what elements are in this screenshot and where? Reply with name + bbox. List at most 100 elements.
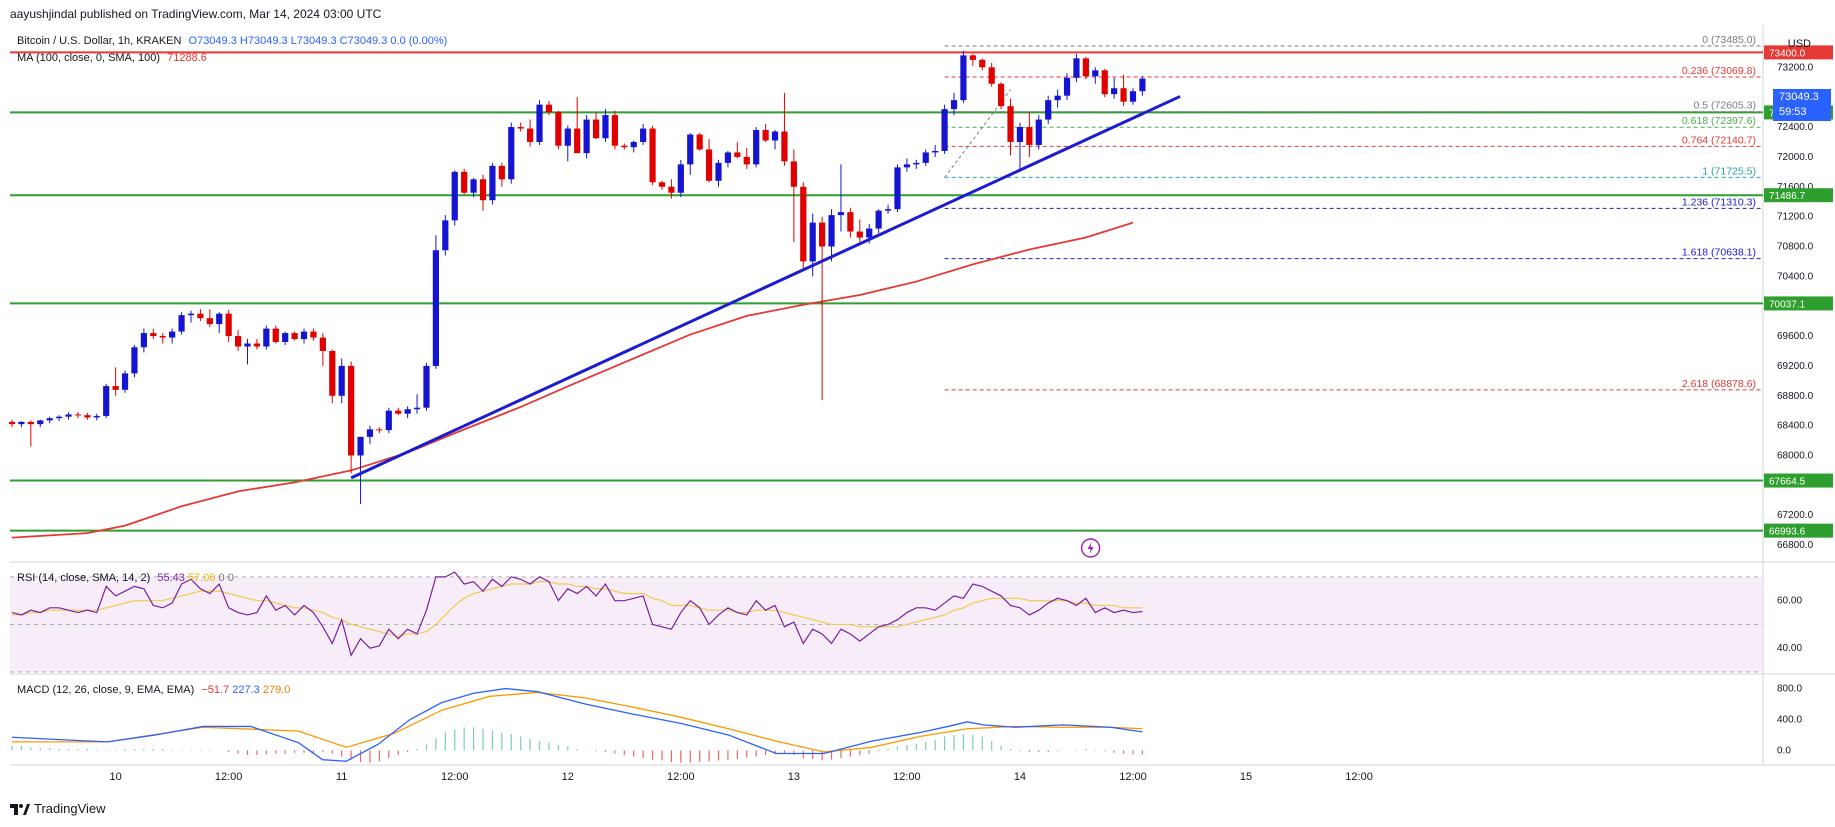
candle-up [536,104,543,142]
candle-up [1063,77,1071,96]
candle-down [319,337,326,351]
candle-down [74,414,82,416]
macd-legend[interactable]: MACD (12, 26, close, 9, EMA, EMA) −51.7 … [17,684,290,696]
candle-up [282,333,289,343]
time-tick-label: 15 [1240,771,1252,783]
rsi-tick-label: 60.00 [1777,596,1802,607]
candle-up [442,220,449,251]
symbol-legend[interactable]: Bitcoin / U.S. Dollar, 1h, KRAKEN O73049… [17,35,447,47]
macd-tick-label: 800.0 [1777,684,1802,695]
fib-level-label: 0.236 (73069.8) [1682,65,1756,77]
price-tick-label: 73200.0 [1777,62,1814,73]
candle-up [922,152,929,163]
candle-up [508,127,515,180]
candle-up [715,162,722,181]
candle-down [790,161,797,187]
candle-up [1073,58,1080,78]
time-tick-label: 12:00 [215,771,243,783]
candle-down [310,331,317,338]
rsi-label: RSI (14, close, SMA, 14, 2) [17,572,151,584]
price-tick-label: 71600.0 [1777,182,1814,193]
time-tick-label: 12:00 [893,771,921,783]
macd-line [11,687,1143,762]
macd-tick-label: 0.0 [1777,745,1791,756]
candle-up [630,141,637,148]
candle-up [1045,100,1052,120]
candle-up [470,179,477,193]
candle-down [856,231,863,238]
tradingview-logo[interactable]: TradingView [10,801,106,816]
time-tick-label: 12 [562,771,574,783]
time-tick-label: 14 [1014,771,1026,783]
candle-up [583,119,590,154]
candle-up [404,409,411,414]
currency-label[interactable]: USD [1787,38,1811,50]
candle-up [602,115,609,139]
level-price-label: 66993.6 [1769,527,1806,538]
macd-tick-label: 400.0 [1777,715,1802,726]
candle-down [545,104,553,113]
price-tick-label: 72000.0 [1777,152,1814,163]
candle-down [8,421,16,425]
last-price-tag: 73049.3 59:53 [1773,89,1831,121]
brand-label: TradingView [34,801,106,816]
last-price-value: 73049.3 [1779,91,1819,103]
price-tick-label: 70800.0 [1777,241,1814,252]
candle-up [677,164,684,193]
candle-down [621,145,628,148]
price-tick-label: 70400.0 [1777,271,1814,282]
price-tick-label: 67200.0 [1777,510,1814,521]
macd-signal-line [12,691,1143,753]
candle-down [555,112,562,146]
candle-down [988,67,995,84]
level-price-label: 70037.1 [1769,299,1806,310]
candle-up [187,313,195,316]
level-price-tag [1764,188,1833,203]
fib-level-label: 1.618 (70638.1) [1682,247,1756,259]
macd-hist-value: −51.7 [201,684,230,696]
rsi-line [11,571,1143,657]
rsi-legend[interactable]: RSI (14, close, SMA, 14, 2) 55.43 57.00 … [17,572,234,584]
time-tick-label: 12:00 [1345,771,1373,783]
ma-legend[interactable]: MA (100, close, 0, SMA, 100) 71288.6 [17,52,207,64]
candle-up [771,131,779,141]
time-tick-label: 12:00 [667,771,695,783]
ma-value: 71288.6 [167,52,207,64]
fib-level-label: 2.618 (68878.6) [1682,378,1756,390]
rsi-extra-value-2: 0 [227,572,234,584]
published-text: aayushjindal published on TradingView.co… [10,7,382,21]
level-price-tag [1764,45,1833,60]
candle-up [1054,95,1061,101]
candle-up [366,429,374,437]
candle-up [866,228,873,238]
candle-down [1026,127,1033,145]
candle-down [819,222,826,247]
level-price-tag [1764,473,1833,488]
fib-level-label: 0.5 (72605.3) [1694,100,1756,112]
fib-level-label: 1.236 (71310.3) [1682,196,1756,208]
candle-up [140,333,147,348]
tradingview-logo-icon [10,803,30,815]
lightning-icon-glyph [1087,542,1094,554]
candle-down [574,128,581,154]
candle-up [169,331,176,338]
candle-up [564,128,571,146]
candle-down [27,421,34,425]
candle-up [687,134,694,165]
ma-100-line [11,221,1134,539]
candle-up [932,150,939,153]
fib-level-label: 0.618 (72397.6) [1682,115,1756,127]
candle-down [611,115,618,146]
candle-up [753,130,760,165]
candle-up [432,250,439,366]
published-by-label: aayushjindal published on TradingView.co… [10,7,381,21]
candle-up [56,416,63,419]
candle-down [734,152,741,157]
candle-up [216,313,223,325]
candle-up [300,331,308,340]
candle-down [150,333,157,337]
ohlc-low: L73049.3 [290,35,337,47]
ohlc-change: 0.0 (0.00%) [390,35,448,47]
